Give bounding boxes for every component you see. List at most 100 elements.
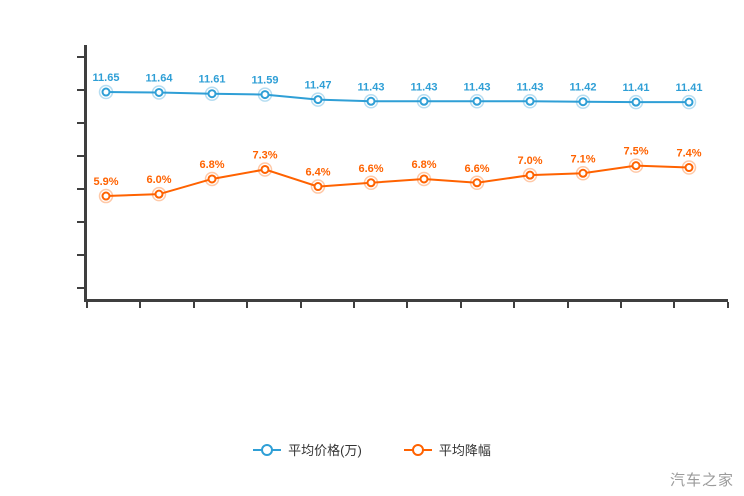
x-axis-tick <box>193 302 195 308</box>
data-point-label: 11.43 <box>464 81 491 93</box>
data-point-halo <box>469 94 485 109</box>
line-marker-icon <box>403 443 432 456</box>
data-point-marker[interactable] <box>207 89 217 99</box>
x-axis-tick <box>567 302 569 308</box>
data-point-marker[interactable] <box>578 97 588 107</box>
data-point-halo <box>257 162 273 177</box>
x-axis-tick <box>139 302 141 308</box>
data-point-halo <box>681 94 697 110</box>
data-point-halo <box>98 84 114 100</box>
series-line <box>105 91 689 104</box>
data-point-label: 11.59 <box>252 75 279 87</box>
x-axis-tick <box>460 302 462 308</box>
data-point-label: 7.1% <box>570 153 595 165</box>
x-axis-tick <box>406 302 408 308</box>
data-point-halo <box>416 94 432 109</box>
data-point-halo <box>575 166 591 181</box>
data-point-marker[interactable] <box>472 178 482 188</box>
data-point-halo <box>363 94 379 109</box>
x-axis-line <box>84 299 728 302</box>
data-point-halo <box>522 167 538 183</box>
data-point-marker[interactable] <box>472 96 482 106</box>
data-point-marker[interactable] <box>419 96 429 106</box>
data-point-marker[interactable] <box>101 87 111 97</box>
data-point-label: 11.64 <box>146 72 174 84</box>
data-point-label: 7.4% <box>676 148 701 160</box>
data-point-label: 11.61 <box>199 74 226 86</box>
data-point-marker[interactable] <box>525 96 535 106</box>
y-axis-tick <box>77 122 84 124</box>
data-point-label: 6.8% <box>411 159 436 171</box>
data-point-halo <box>151 186 167 202</box>
data-point-label: 6.0% <box>146 174 171 186</box>
x-axis-tick <box>86 302 88 308</box>
data-point-label: 11.41 <box>676 82 703 94</box>
data-point-label: 11.41 <box>623 82 650 94</box>
data-point-marker[interactable] <box>313 182 323 192</box>
data-point-marker[interactable] <box>684 97 694 107</box>
data-point-halo <box>151 85 167 100</box>
data-point-marker[interactable] <box>154 189 164 199</box>
data-point-halo <box>310 92 326 107</box>
data-point-marker[interactable] <box>631 161 641 171</box>
data-point-halo <box>204 86 220 101</box>
data-point-label: 6.6% <box>464 163 489 175</box>
y-axis-tick <box>77 254 84 256</box>
data-point-label: 11.47 <box>305 80 332 92</box>
data-point-label: 6.8% <box>199 159 224 171</box>
data-point-marker[interactable] <box>631 97 641 107</box>
y-axis-tick <box>77 56 84 58</box>
y-axis-tick <box>77 89 84 91</box>
watermark-autohome: 汽车之家 <box>669 472 734 489</box>
data-point-halo <box>257 87 273 102</box>
y-axis-tick <box>77 155 84 157</box>
trend-line-chart: 11.65 11.64 11.61 11.59 11.47 11.43 11.43 11.43… <box>93 72 703 204</box>
x-axis-tick <box>727 302 729 308</box>
data-point-halo <box>310 179 326 194</box>
data-point-label: 11.43 <box>517 81 544 93</box>
data-point-marker[interactable] <box>366 96 376 106</box>
data-point-halo <box>575 94 591 109</box>
data-point-halo <box>469 175 485 191</box>
data-point-marker[interactable] <box>366 178 376 188</box>
data-point-label: 5.9% <box>93 176 118 188</box>
x-axis-tick <box>300 302 302 308</box>
data-point-marker[interactable] <box>260 164 270 174</box>
data-point-marker[interactable] <box>419 174 429 184</box>
data-point-label: 6.6% <box>358 163 383 175</box>
data-point-marker[interactable] <box>525 170 535 180</box>
data-point-marker[interactable] <box>260 90 270 100</box>
line-marker-icon <box>253 443 282 456</box>
data-point-label: 7.3% <box>252 149 277 161</box>
data-point-label: 11.65 <box>93 72 120 84</box>
data-point-marker[interactable] <box>207 174 217 184</box>
y-axis-tick <box>77 221 84 223</box>
legend-label: 平均价格(万) <box>288 443 362 458</box>
series-line <box>105 164 690 198</box>
legend-item-avg-price[interactable]: 平均价格(万) <box>253 440 362 459</box>
data-point-halo <box>628 94 644 110</box>
x-axis-tick <box>620 302 622 308</box>
data-point-label: 7.5% <box>623 146 648 158</box>
data-point-marker[interactable] <box>578 168 588 178</box>
legend-label: 平均降幅 <box>438 443 491 458</box>
data-point-halo <box>628 158 644 173</box>
data-point-marker[interactable] <box>101 191 111 201</box>
data-point-marker[interactable] <box>154 87 164 97</box>
y-axis-line <box>84 45 87 302</box>
y-axis-tick <box>77 188 84 190</box>
data-point-halo <box>98 188 114 204</box>
data-point-halo <box>363 175 379 191</box>
x-axis-tick <box>353 302 355 308</box>
data-point-label: 6.4% <box>305 167 330 179</box>
data-point-halo <box>522 94 538 109</box>
data-point-halo <box>681 160 697 175</box>
data-point-marker[interactable] <box>313 95 323 105</box>
data-point-marker[interactable] <box>684 163 694 173</box>
legend-item-avg-discount[interactable]: 平均降幅 <box>403 440 491 459</box>
y-axis-tick <box>77 287 84 289</box>
data-point-halo <box>416 171 432 187</box>
data-point-label: 11.43 <box>358 81 385 93</box>
data-point-label: 7.0% <box>517 155 542 167</box>
